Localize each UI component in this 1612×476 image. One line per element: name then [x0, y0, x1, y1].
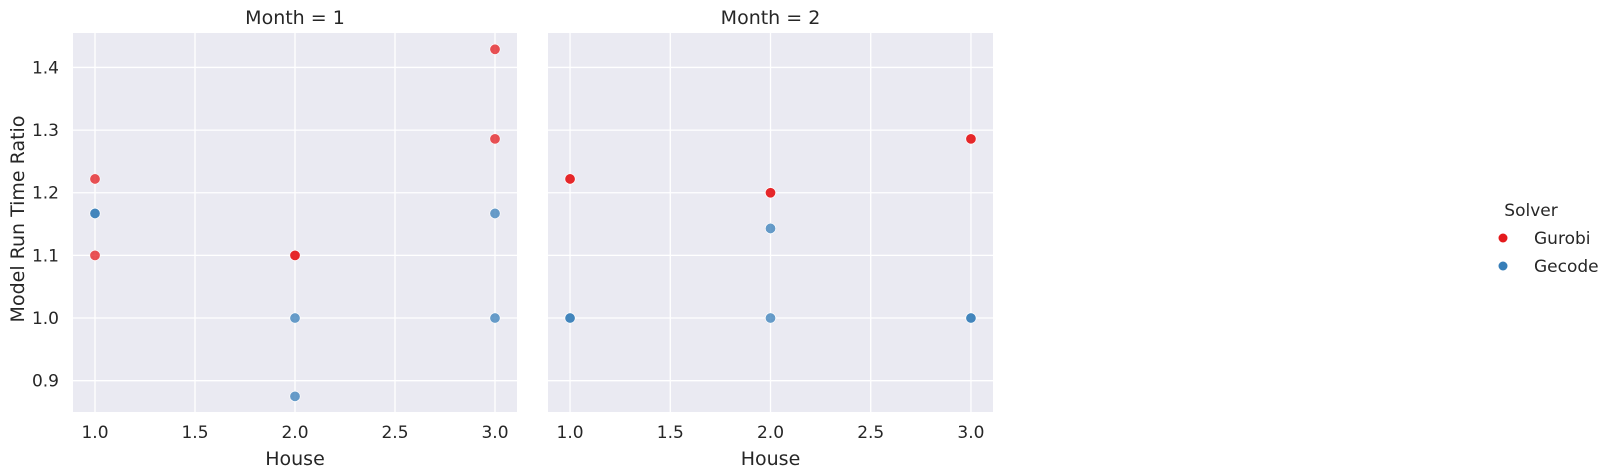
data-point-gecode [89, 207, 101, 219]
data-point-gurobi [764, 187, 776, 199]
facet-2: 1.0 1.5 2.0 2.5 3.0 Month = 2 House [548, 7, 993, 470]
y-tick-label: 0.9 [32, 372, 59, 392]
data-point-gecode [764, 222, 776, 234]
data-point-gurobi [89, 249, 101, 261]
facet-title: Month = 2 [721, 7, 821, 29]
data-point-gecode [564, 312, 576, 324]
x-tick-label: 1.0 [81, 423, 108, 443]
data-point-gecode [289, 312, 301, 324]
x-tick-label: 3.0 [481, 423, 508, 443]
y-tick-label: 1.3 [32, 121, 59, 141]
data-point-gecode [289, 390, 301, 402]
data-point-gurobi [489, 133, 501, 145]
x-axis-label: House [741, 448, 801, 470]
data-point-gurobi [89, 173, 101, 185]
legend-marker-gurobi [1498, 233, 1508, 243]
data-point-gecode [764, 312, 776, 324]
x-tick-label: 1.0 [557, 423, 584, 443]
facet-1: 1.0 1.5 2.0 2.5 3.0 0.9 1.0 1.1 1.2 1.3 1.4 Month =… [32, 7, 517, 470]
data-point-gecode [965, 312, 977, 324]
x-tick-label: 3.0 [957, 423, 984, 443]
x-tick-label: 1.5 [181, 423, 208, 443]
x-tick-label: 1.5 [657, 423, 684, 443]
data-point-gurobi [289, 249, 301, 261]
x-tick-label: 2.0 [757, 423, 784, 443]
legend-label-gurobi: Gurobi [1534, 229, 1590, 249]
data-point-gurobi [564, 173, 576, 185]
legend-entries: Gurobi Gecode [1498, 229, 1599, 277]
legend-title: Solver [1504, 201, 1557, 221]
data-point-gurobi [965, 133, 977, 145]
x-tick-label: 2.5 [857, 423, 884, 443]
data-point-gurobi [489, 43, 501, 55]
legend: Solver Gurobi Gecode [1498, 201, 1599, 277]
y-tick-label: 1.4 [32, 58, 59, 78]
x-tick-label: 2.5 [381, 423, 408, 443]
data-point-gecode [489, 312, 501, 324]
facets-layer: 1.0 1.5 2.0 2.5 3.0 0.9 1.0 1.1 1.2 1.3 1.4 Month =… [32, 7, 993, 470]
data-point-gecode [489, 207, 501, 219]
y-tick-label: 1.0 [32, 309, 59, 329]
legend-marker-gecode [1498, 261, 1508, 271]
y-axis-label: Model Run Time Ratio [7, 116, 29, 323]
x-tick-label: 2.0 [281, 423, 308, 443]
y-tick-label: 1.2 [32, 184, 59, 204]
legend-label-gecode: Gecode [1534, 257, 1599, 277]
x-axis-label: House [265, 448, 325, 470]
y-tick-label: 1.1 [32, 246, 59, 266]
facet-title: Month = 1 [245, 7, 345, 29]
